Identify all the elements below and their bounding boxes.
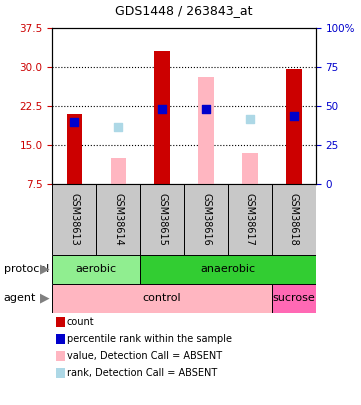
Text: GSM38618: GSM38618 <box>289 193 299 246</box>
Point <box>159 105 165 112</box>
Bar <box>242 153 258 184</box>
Bar <box>140 184 184 255</box>
Text: count: count <box>67 317 95 327</box>
Bar <box>52 184 96 255</box>
Text: GSM38617: GSM38617 <box>245 193 255 246</box>
Text: anaerobic: anaerobic <box>200 264 256 274</box>
Text: GSM38613: GSM38613 <box>69 193 79 246</box>
Point <box>203 105 209 112</box>
Text: value, Detection Call = ABSENT: value, Detection Call = ABSENT <box>67 351 222 361</box>
Bar <box>272 284 316 313</box>
Text: GSM38614: GSM38614 <box>113 193 123 246</box>
Bar <box>52 255 140 284</box>
Bar <box>67 114 82 184</box>
Point <box>247 116 253 122</box>
Text: GDS1448 / 263843_at: GDS1448 / 263843_at <box>116 4 253 17</box>
Text: ▶: ▶ <box>40 292 50 305</box>
Text: ▶: ▶ <box>40 263 50 276</box>
Text: agent: agent <box>4 293 36 303</box>
Bar <box>228 184 272 255</box>
Point <box>115 124 121 130</box>
Text: aerobic: aerobic <box>76 264 117 274</box>
Bar <box>199 77 214 184</box>
Bar <box>110 158 126 184</box>
Bar <box>96 184 140 255</box>
Text: percentile rank within the sample: percentile rank within the sample <box>67 334 232 344</box>
Text: sucrose: sucrose <box>273 293 315 303</box>
Bar <box>286 69 301 184</box>
Bar <box>272 184 316 255</box>
Point <box>291 113 297 119</box>
Bar <box>52 284 272 313</box>
Text: GSM38615: GSM38615 <box>157 193 167 246</box>
Text: protocol: protocol <box>4 264 49 274</box>
Text: rank, Detection Call = ABSENT: rank, Detection Call = ABSENT <box>67 368 217 378</box>
Text: control: control <box>143 293 182 303</box>
Text: GSM38616: GSM38616 <box>201 193 211 246</box>
Bar <box>184 184 228 255</box>
Point <box>71 118 77 125</box>
Bar <box>155 51 170 184</box>
Bar <box>140 255 316 284</box>
